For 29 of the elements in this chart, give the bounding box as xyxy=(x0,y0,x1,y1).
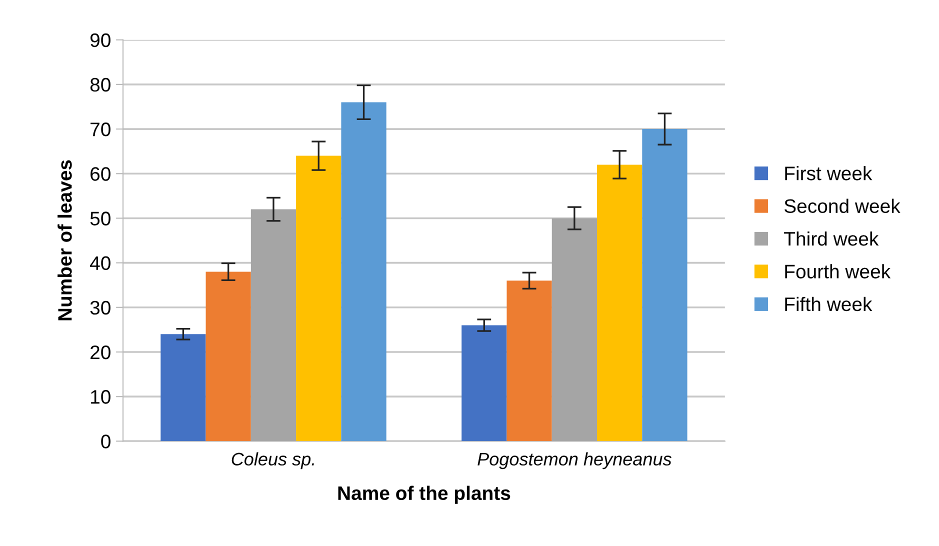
bar xyxy=(250,209,296,442)
bar xyxy=(552,218,598,442)
legend-label: Second week xyxy=(784,198,900,214)
y-tick-label: 80 xyxy=(90,78,110,92)
bar xyxy=(296,156,342,442)
bar xyxy=(597,164,642,442)
y-tick-label: 40 xyxy=(90,256,110,270)
y-tick-label: 50 xyxy=(90,212,110,226)
bar xyxy=(341,102,386,442)
bar xyxy=(506,280,552,442)
x-tick-label: Coleus sp. xyxy=(232,452,314,470)
y-tick-label: 0 xyxy=(101,434,110,448)
y-tick-label: 20 xyxy=(90,345,110,360)
bar xyxy=(642,129,688,442)
y-tick-label: 10 xyxy=(91,390,110,404)
y-tick-label: 60 xyxy=(90,167,110,181)
y-tick-label: 30 xyxy=(90,300,110,315)
y-axis-title: Number of leaves xyxy=(58,160,72,320)
bar xyxy=(462,325,507,442)
y-tick-label: 70 xyxy=(90,122,110,136)
bar xyxy=(206,272,251,442)
x-axis-title: Name of the plants xyxy=(338,486,510,504)
legend-label: Fifth week xyxy=(785,296,872,312)
y-tick-label: 90 xyxy=(90,33,110,48)
bar xyxy=(160,334,206,442)
legend-label: First week xyxy=(785,166,872,180)
legend-label: Third week xyxy=(784,231,879,246)
x-tick-label: Pogostemon heyneanus xyxy=(478,452,672,470)
legend-label: Fourth week xyxy=(785,264,891,278)
